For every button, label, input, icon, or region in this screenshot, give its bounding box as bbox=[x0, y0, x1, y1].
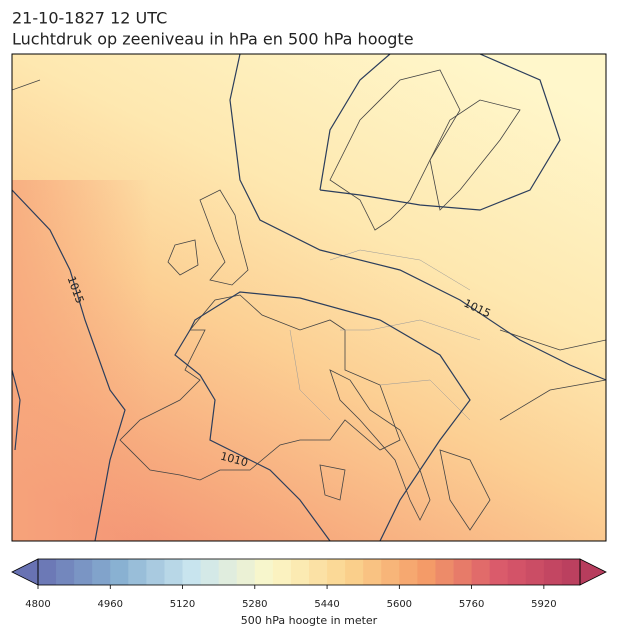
colorbar-band bbox=[327, 559, 346, 585]
colorbar-band bbox=[345, 559, 364, 585]
colorbar-band bbox=[507, 559, 527, 585]
colorbar-tick-label: 5440 bbox=[314, 599, 339, 610]
colorbar-band bbox=[471, 559, 491, 585]
colorbar-band bbox=[381, 559, 400, 585]
colorbar-frame bbox=[37, 558, 581, 586]
colorbar-band bbox=[182, 559, 201, 585]
colorbar-band bbox=[561, 559, 581, 585]
colorbar-band bbox=[435, 559, 454, 585]
colorbar-band bbox=[489, 559, 509, 585]
title: 21-10-1827 12 UTC bbox=[12, 9, 167, 28]
colorbar-band bbox=[38, 559, 57, 585]
map bbox=[12, 54, 606, 541]
subtitle: Luchtdruk op zeeniveau in hPa en 500 hPa… bbox=[12, 30, 414, 49]
colorbar-label: 500 hPa hoogte in meter bbox=[241, 614, 378, 627]
colorbar-extend-high bbox=[579, 558, 607, 586]
colorbar-band bbox=[218, 559, 238, 585]
colorbar-band bbox=[164, 559, 183, 585]
colorbar-band bbox=[363, 559, 382, 585]
colorbar: 4800 4960 5120 5280 5440 5600 5760 5920 bbox=[11, 558, 607, 610]
colorbar-band bbox=[272, 559, 292, 585]
colorbar-band bbox=[92, 559, 111, 585]
colorbar-band bbox=[453, 559, 472, 585]
colorbar-band bbox=[543, 559, 563, 585]
colorbar-tick-label: 4800 bbox=[25, 599, 50, 610]
colorbar-tick-label: 5760 bbox=[459, 599, 484, 610]
colorbar-tick-label: 4960 bbox=[98, 599, 123, 610]
colorbar-tick-label: 5120 bbox=[170, 599, 195, 610]
colorbar-band bbox=[290, 559, 310, 585]
colorbar-tick-label: 5280 bbox=[242, 599, 267, 610]
colorbar-band bbox=[309, 559, 328, 585]
colorbar-band bbox=[74, 559, 93, 585]
colorbar-band bbox=[525, 559, 545, 585]
colorbar-band bbox=[146, 559, 165, 585]
colorbar-band bbox=[417, 559, 436, 585]
colorbar-band bbox=[200, 559, 220, 585]
colorbar-band bbox=[128, 559, 147, 585]
colorbar-band bbox=[236, 559, 256, 585]
colorbar-extend-low bbox=[11, 558, 39, 586]
colorbar-band bbox=[399, 559, 418, 585]
colorbar-band bbox=[110, 559, 129, 585]
colorbar-band bbox=[56, 559, 75, 585]
colorbar-band bbox=[254, 559, 274, 585]
colorbar-tick-label: 5920 bbox=[531, 599, 556, 610]
colorbar-tick-label: 5600 bbox=[387, 599, 412, 610]
